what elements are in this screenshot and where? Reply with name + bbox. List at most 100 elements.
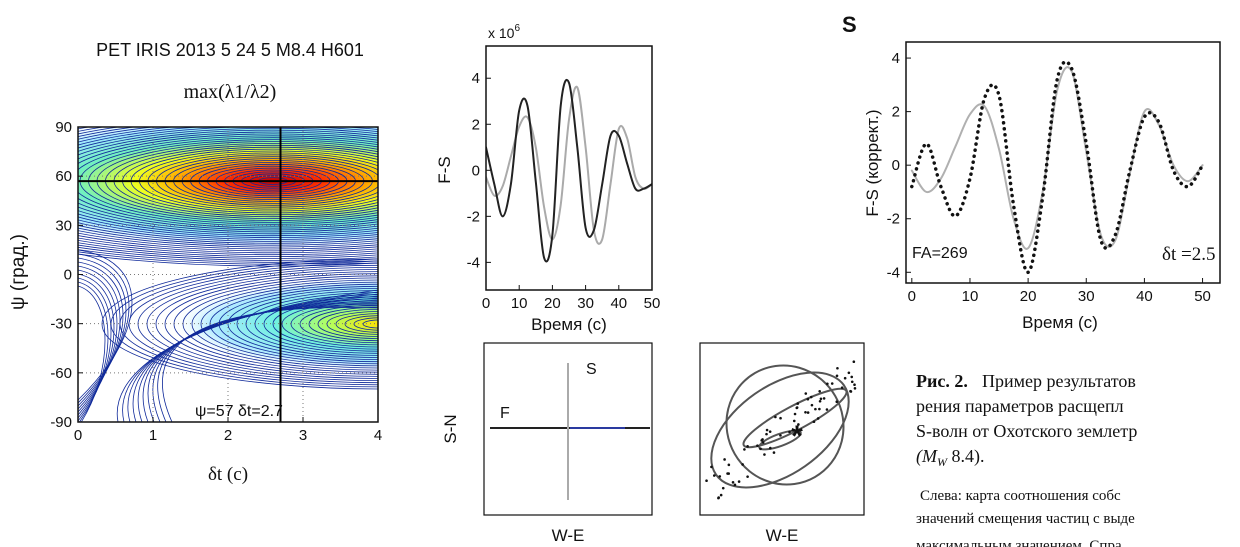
contour-line <box>191 279 378 369</box>
dot <box>737 480 741 483</box>
dot <box>759 447 762 451</box>
caption-part: (M <box>916 446 938 467</box>
contour-line <box>78 281 109 422</box>
annotation: ψ=57 δt=2.7 <box>195 403 283 420</box>
dot <box>760 439 764 442</box>
dot <box>852 360 856 364</box>
x-tick-label: 2 <box>224 427 232 444</box>
caption-line: S-волн от Охотского землетр <box>916 421 1137 441</box>
y-tick-label: -60 <box>50 365 72 382</box>
x-axis-label: W-E <box>766 526 799 545</box>
ellipse <box>725 364 845 486</box>
axes-frame <box>485 45 653 291</box>
contour-line <box>78 133 378 229</box>
contour-line <box>78 242 378 257</box>
annotation: δt =2.5 <box>1162 244 1215 265</box>
caption-note: максимальным значением. Спра <box>916 538 1122 547</box>
contour-line <box>162 307 378 422</box>
contour-line <box>78 235 378 252</box>
y-axis-label: F-S (коррект.) <box>863 109 882 216</box>
dot <box>746 445 749 448</box>
dot <box>743 448 746 451</box>
contour-line <box>78 127 378 237</box>
x-tick-label: 20 <box>544 295 561 312</box>
dot <box>835 400 839 403</box>
dot <box>717 496 721 499</box>
y-tick-label: -4 <box>887 264 900 281</box>
y-axis-label: F-S <box>435 156 454 183</box>
dot <box>788 430 791 434</box>
series-line <box>486 78 652 263</box>
trace-label: S <box>586 361 597 378</box>
ellipse <box>742 387 848 449</box>
dot <box>774 415 777 419</box>
contour-line <box>164 273 378 375</box>
dot <box>818 389 821 393</box>
dot <box>721 486 725 490</box>
multiplier: x 106 <box>488 23 520 41</box>
x-tick-label: 0 <box>482 295 490 312</box>
dot <box>741 463 744 466</box>
contour-line <box>78 131 378 231</box>
dot <box>765 432 768 436</box>
x-axis-label: Время (с) <box>1022 313 1098 332</box>
multiplier-base: x 10 <box>488 25 515 41</box>
dot <box>793 412 797 416</box>
dot <box>768 430 772 433</box>
dot <box>850 375 854 379</box>
dot <box>804 392 808 395</box>
contour-line <box>236 290 378 358</box>
dot <box>765 428 769 432</box>
contour-line <box>78 246 378 261</box>
contour-line <box>200 281 378 367</box>
annotation: FA=269 <box>912 245 968 262</box>
dot <box>746 475 749 478</box>
dot <box>806 411 810 414</box>
dot <box>836 366 839 370</box>
dot <box>853 387 857 390</box>
dot <box>796 402 800 405</box>
dot <box>830 382 834 385</box>
dot <box>768 446 772 450</box>
caption-part: W <box>937 455 948 469</box>
y-tick-label: -30 <box>50 316 72 333</box>
ellipse <box>758 429 802 451</box>
contour-line <box>78 127 378 238</box>
contour-line <box>299 304 378 344</box>
dot <box>853 383 856 386</box>
contour-line <box>78 127 378 244</box>
dot <box>727 463 731 467</box>
particle-cloud <box>705 360 857 500</box>
contour-line <box>78 265 121 413</box>
contour-line <box>78 285 106 422</box>
dot <box>733 483 737 487</box>
y-tick-label: 4 <box>472 70 480 87</box>
contour-line <box>78 269 118 416</box>
y-tick-label: 2 <box>472 116 480 133</box>
y-tick-label: -2 <box>887 211 900 228</box>
y-tick-label: 0 <box>64 267 72 284</box>
dot <box>761 441 765 444</box>
x-tick-label: 10 <box>511 295 528 312</box>
dot <box>822 397 826 400</box>
dot <box>819 397 823 401</box>
x-axis-label: δt (с) <box>208 464 248 485</box>
contour-line <box>78 127 378 240</box>
dot <box>814 407 817 411</box>
y-tick-label: 30 <box>55 217 72 234</box>
y-tick-label: 0 <box>472 162 480 179</box>
x-tick-label: 30 <box>1078 288 1095 305</box>
contour-line <box>335 313 378 335</box>
panel-frame <box>483 342 653 516</box>
dot <box>718 475 722 478</box>
dot <box>797 423 800 426</box>
contour-line <box>78 249 378 263</box>
x-tick-label: 50 <box>1194 288 1211 305</box>
ellipse <box>710 371 850 489</box>
dot <box>779 416 782 420</box>
dot <box>731 481 735 484</box>
contour-line <box>272 298 378 350</box>
contour-line <box>78 244 378 259</box>
panel-frame <box>699 342 865 516</box>
